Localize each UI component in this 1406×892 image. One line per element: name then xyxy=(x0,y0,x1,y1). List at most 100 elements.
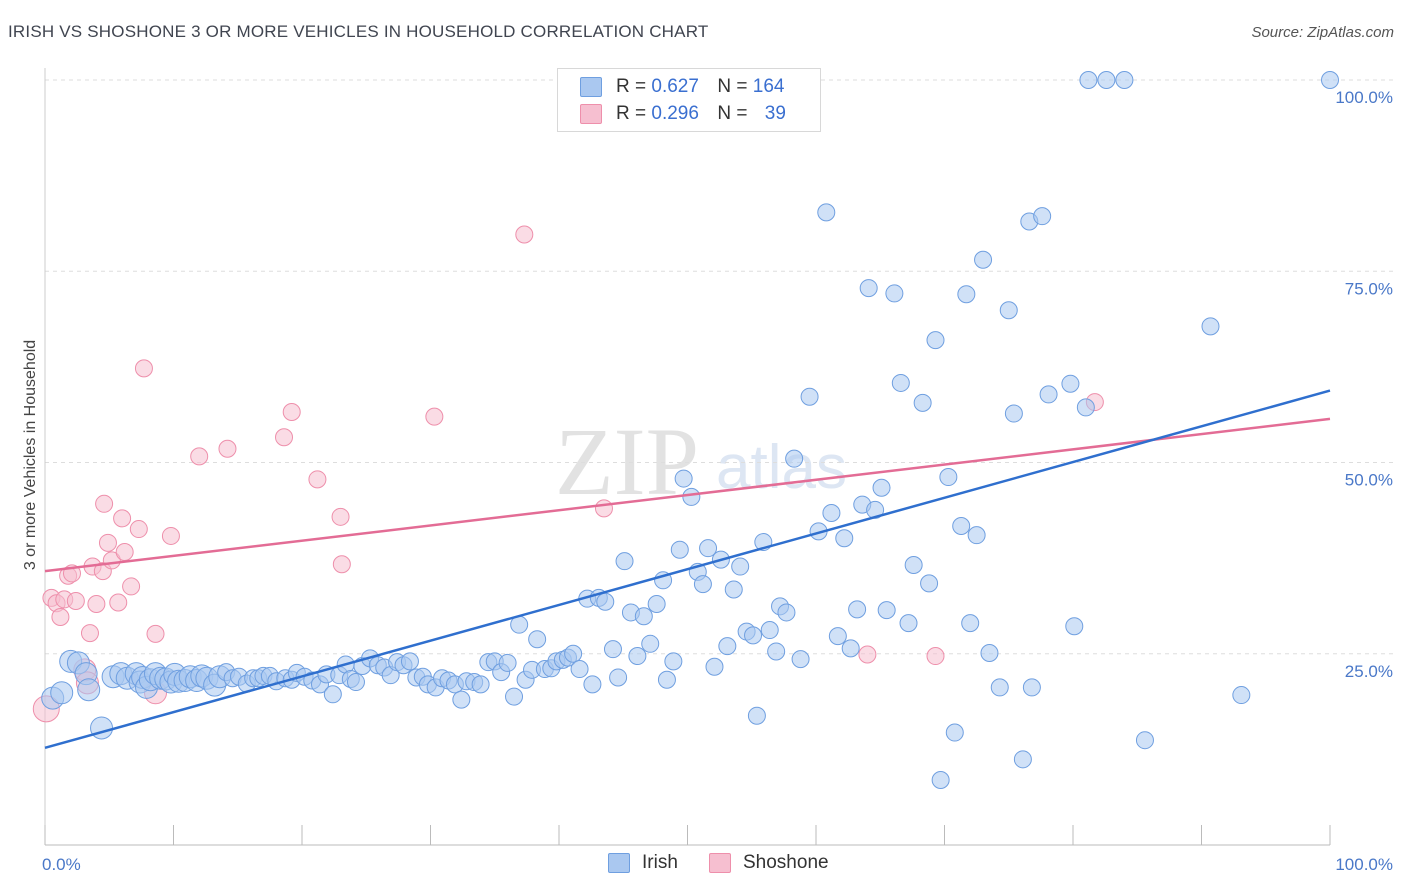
irish-point xyxy=(913,393,932,412)
irish-point xyxy=(891,373,910,392)
legend-r-label: R = xyxy=(616,76,647,97)
y-tick-label: 50.0% xyxy=(1345,471,1393,490)
legend-n-value-irish: 164 xyxy=(752,76,785,97)
irish-point xyxy=(744,626,763,645)
irish-point xyxy=(828,627,847,646)
irish-point xyxy=(999,301,1018,320)
irish-point xyxy=(346,673,365,692)
shoshone-point xyxy=(515,225,534,244)
irish-point xyxy=(323,685,342,704)
irish-point xyxy=(859,279,878,298)
y-tick-label: 75.0% xyxy=(1345,279,1393,298)
legend-row-irish: R = 0.627 N = 164 xyxy=(580,75,784,99)
legend-n-value-shoshone: 39 xyxy=(764,103,786,124)
irish-point xyxy=(899,614,918,633)
shoshone-point xyxy=(146,624,165,643)
series-label-irish: Irish xyxy=(642,852,678,873)
irish-point xyxy=(699,539,718,558)
irish-point xyxy=(674,469,693,488)
legend-r-value-shoshone: 0.296 xyxy=(651,103,699,124)
irish-point xyxy=(945,723,964,742)
irish-point xyxy=(1061,374,1080,393)
irish-point xyxy=(693,575,712,594)
irish-point xyxy=(718,637,737,656)
legend-n-label: N = xyxy=(717,76,748,97)
shoshone-point xyxy=(332,555,351,574)
series-legend: Irish Shoshone xyxy=(0,852,1406,878)
irish-point xyxy=(664,652,683,671)
legend-r-value-irish: 0.627 xyxy=(651,76,699,97)
irish-point xyxy=(841,639,860,658)
irish-point xyxy=(990,678,1009,697)
irish-point xyxy=(1013,750,1032,769)
legend-r-label: R = xyxy=(616,103,647,124)
series-swatch-irish xyxy=(608,853,630,873)
irish-point xyxy=(872,478,891,497)
irish-point xyxy=(904,556,923,575)
irish-point xyxy=(570,660,589,679)
series-swatch-shoshone xyxy=(709,853,731,873)
watermark-atlas: atlas xyxy=(716,433,847,502)
shoshone-point xyxy=(98,533,117,552)
shoshone-point xyxy=(308,470,327,489)
irish-point xyxy=(596,592,615,611)
series-legend-shoshone[interactable]: Shoshone xyxy=(709,852,829,874)
irish-point xyxy=(400,652,419,671)
irish-point xyxy=(961,614,980,633)
trend-lines xyxy=(44,389,1331,750)
shoshone-point xyxy=(129,520,148,539)
irish-point xyxy=(670,540,689,559)
irish-point xyxy=(1004,404,1023,423)
irish-point xyxy=(731,557,750,576)
irish-point xyxy=(877,601,896,620)
irish-point xyxy=(1232,686,1251,705)
tick-labels: 25.0% 50.0% 75.0% 100.0% 0.0% 100.0% xyxy=(42,88,1393,874)
legend-n-label: N = xyxy=(717,103,748,124)
y-tick-label: 25.0% xyxy=(1345,662,1393,681)
x-tick-label: 0.0% xyxy=(42,855,81,874)
series-legend-irish[interactable]: Irish xyxy=(608,852,678,874)
source-credit: Source: ZipAtlas.com xyxy=(1251,24,1394,41)
legend-swatch-shoshone xyxy=(580,104,602,124)
irish-point xyxy=(931,770,950,789)
watermark-zip: ZIP xyxy=(555,408,699,515)
shoshone-point xyxy=(51,608,70,627)
irish-point xyxy=(885,284,904,303)
irish-point xyxy=(634,607,653,626)
shoshone-point xyxy=(95,494,114,513)
irish-point xyxy=(50,681,74,705)
shoshone-point xyxy=(190,447,209,466)
irish-point xyxy=(817,203,836,222)
irish-point xyxy=(471,675,490,694)
irish-point xyxy=(615,552,634,571)
irish-point xyxy=(1065,617,1084,636)
irish-point xyxy=(90,716,114,740)
irish-point xyxy=(767,642,786,661)
irish-point xyxy=(1076,398,1095,417)
irish-point xyxy=(777,603,796,622)
irish-point xyxy=(822,503,841,522)
irish-point xyxy=(791,650,810,669)
shoshone-trend-line xyxy=(44,417,1331,573)
shoshone-point xyxy=(594,499,613,518)
irish-point xyxy=(848,600,867,619)
irish-point xyxy=(760,621,779,640)
watermark: ZIP atlas xyxy=(555,408,847,515)
y-axis-label: 3 or more Vehicles in Household xyxy=(22,340,39,570)
irish-point xyxy=(866,500,885,519)
legend-row-shoshone: R = 0.296 N = 39 xyxy=(580,102,786,126)
legend-swatch-irish xyxy=(580,77,602,97)
irish-point xyxy=(974,250,993,269)
irish-point xyxy=(647,595,666,614)
irish-point xyxy=(835,529,854,548)
irish-point xyxy=(505,687,524,706)
irish-point xyxy=(528,630,547,649)
shoshone-point xyxy=(331,507,350,526)
irish-point xyxy=(603,640,622,659)
irish-point xyxy=(939,468,958,487)
irish-point xyxy=(77,678,101,702)
irish-point xyxy=(1135,731,1154,750)
y-tick-label: 100.0% xyxy=(1335,88,1393,107)
irish-point xyxy=(926,331,945,350)
